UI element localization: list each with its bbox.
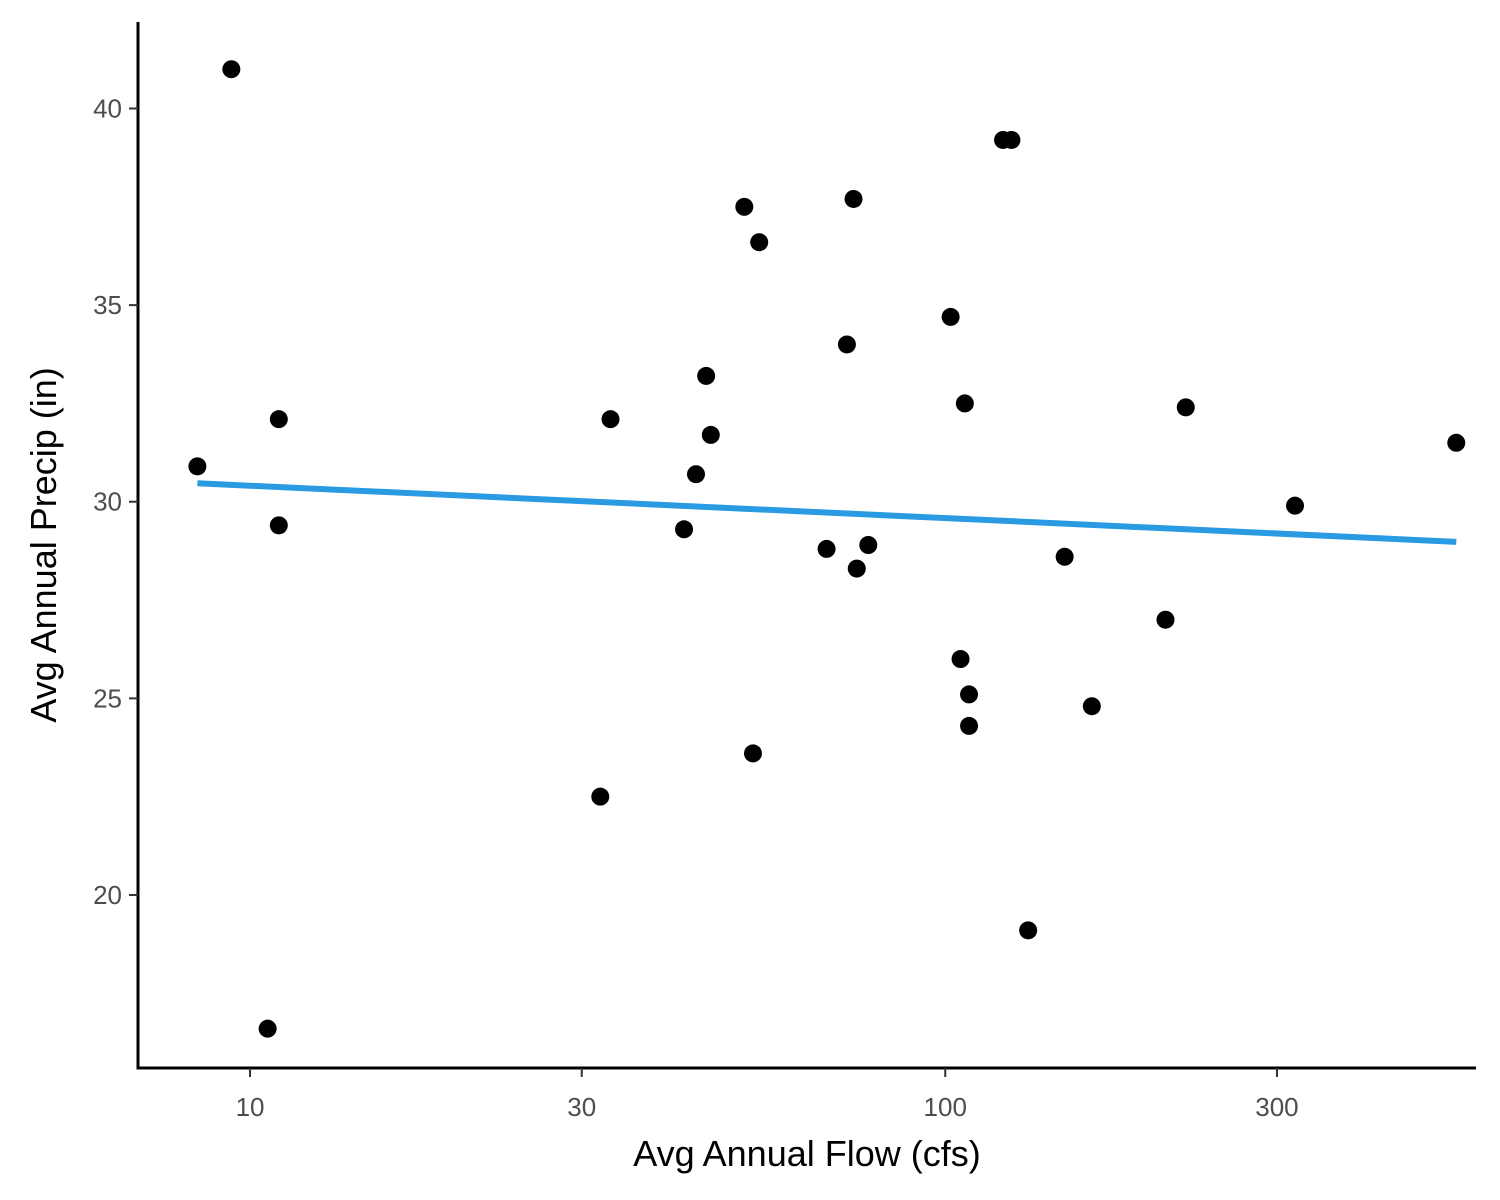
data-point: [941, 307, 960, 326]
x-axis-title: Avg Annual Flow (cfs): [633, 1133, 980, 1174]
y-tick-label: 20: [93, 880, 122, 910]
data-point: [1176, 398, 1195, 417]
data-point: [837, 335, 856, 354]
data-point: [601, 410, 620, 429]
data-point: [847, 559, 866, 578]
data-point: [675, 520, 694, 539]
x-axis-ticks: 10 30 100 300: [236, 1068, 1299, 1122]
data-point: [750, 233, 769, 252]
y-axis-ticks: 20 25 30 35 40: [93, 94, 138, 910]
data-point: [1286, 496, 1305, 515]
data-point: [591, 787, 610, 806]
data-point: [859, 536, 878, 554]
data-point: [222, 60, 241, 79]
trend-line: [197, 480, 1457, 545]
x-tick-label: 30: [567, 1092, 596, 1122]
data-point: [269, 516, 288, 535]
y-tick-label: 25: [93, 683, 122, 713]
data-point: [258, 1019, 277, 1038]
data-point: [697, 366, 716, 385]
data-point: [743, 744, 762, 763]
data-point: [1055, 547, 1074, 566]
data-point: [269, 410, 288, 429]
data-point: [686, 465, 705, 484]
data-point: [1002, 130, 1021, 149]
y-tick-label: 40: [93, 94, 122, 124]
data-point: [188, 457, 207, 476]
plot-area: [188, 60, 1466, 1038]
y-tick-label: 35: [93, 290, 122, 320]
data-point: [1447, 433, 1466, 452]
data-point: [817, 539, 836, 558]
data-point: [1156, 610, 1175, 629]
data-point: [960, 685, 979, 704]
x-tick-label: 100: [924, 1092, 967, 1122]
data-point: [951, 650, 970, 669]
data-point: [1019, 921, 1038, 940]
data-point: [960, 716, 979, 735]
x-tick-label: 10: [236, 1092, 265, 1122]
data-point: [735, 197, 754, 216]
y-tick-label: 30: [93, 487, 122, 517]
data-point: [701, 425, 720, 444]
data-point: [955, 394, 974, 413]
data-point: [844, 189, 863, 208]
y-axis-title: Avg Annual Precip (in): [23, 367, 64, 723]
x-tick-label: 300: [1255, 1092, 1298, 1122]
data-point: [1082, 697, 1101, 716]
